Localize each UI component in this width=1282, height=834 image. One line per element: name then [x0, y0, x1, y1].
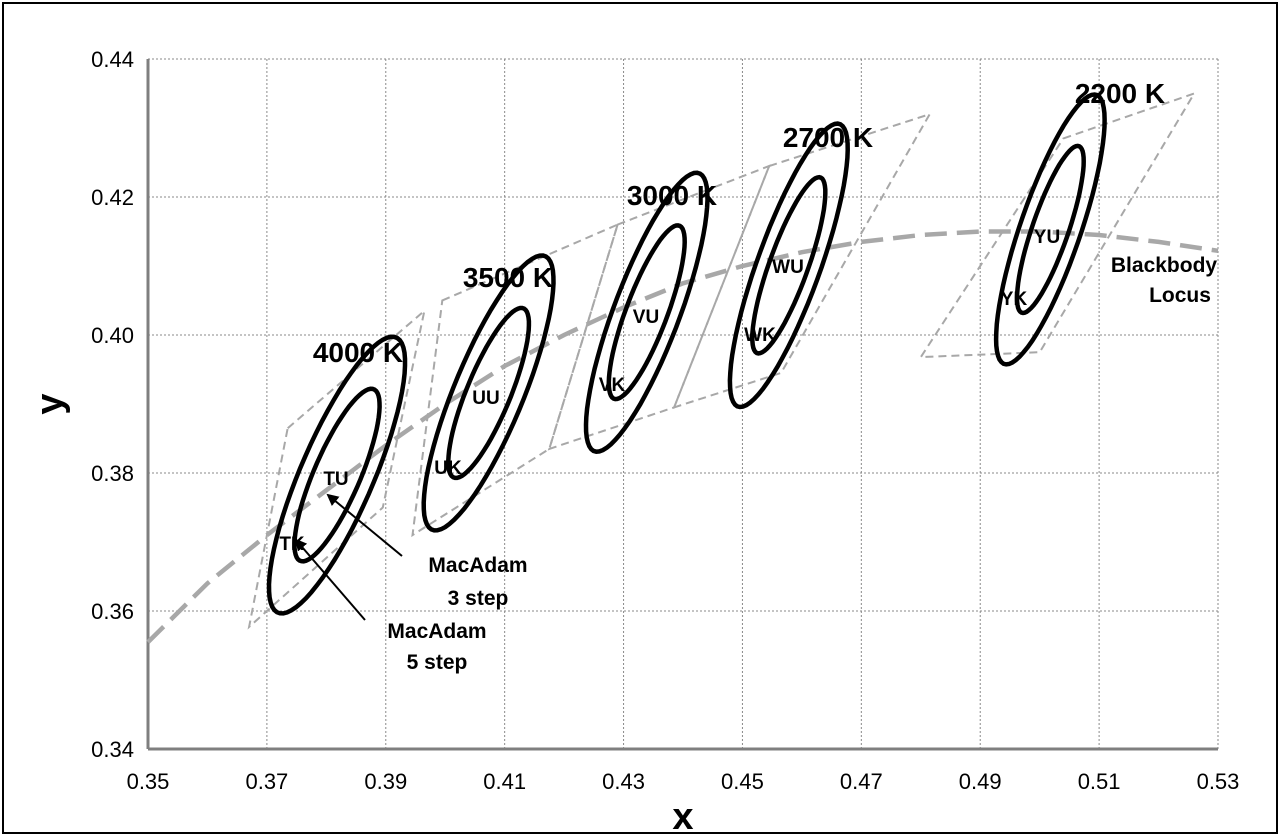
ellipse-3-step-label: VU — [633, 307, 659, 328]
axes: 0.35 0.37 0.39 0.41 0.43 0.45 0.47 0.49 0.51 0.53… — [29, 47, 1239, 834]
blackbody-locus-line — [146, 229, 1219, 644]
x-tick-label: 0.43 — [602, 769, 645, 794]
ellipse-5-step-label: UK — [434, 458, 462, 479]
macadam-3-step-ellipse — [292, 386, 382, 564]
x-axis-label: x — [672, 796, 693, 834]
macadam-3-step-ellipse — [750, 174, 828, 356]
x-tick-label: 0.45 — [721, 769, 764, 794]
blackbody-locus-label: Locus — [1149, 284, 1211, 307]
y-tick-label: 0.36 — [91, 599, 134, 624]
macadam-5-step-ellipse — [993, 92, 1107, 367]
x-tick-label: 0.41 — [483, 769, 526, 794]
macadam-5-step-arrow — [294, 538, 366, 621]
cct-label: 2700 K — [783, 122, 873, 153]
macadam-3-step-ellipse — [1014, 143, 1086, 316]
y-tick-label: 0.44 — [91, 47, 134, 72]
gridlines — [148, 58, 1219, 749]
quadrangle — [247, 308, 426, 630]
ansi-quadrangles — [247, 91, 1197, 630]
cct-label: 3500 K — [463, 262, 553, 293]
quadrangle — [411, 222, 620, 538]
macadam-5-step-label: 5 step — [407, 651, 468, 674]
y-tick-label: 0.42 — [91, 185, 134, 210]
macadam-3-step-ellipse — [446, 305, 532, 481]
macadam-5-step-ellipse — [266, 334, 408, 616]
x-tick-label: 0.47 — [840, 769, 883, 794]
x-tick-label: 0.51 — [1078, 769, 1121, 794]
ellipse-3-step-label: UU — [472, 388, 499, 409]
ellipse-3-step-label: WU — [772, 257, 804, 278]
cct-label: 2200 K — [1075, 78, 1165, 109]
ellipse-3-step-label: YU — [1034, 227, 1060, 248]
macadam-ellipses — [266, 92, 1107, 616]
blackbody-locus-label: Blackbody — [1111, 254, 1218, 277]
y-tick-label: 0.34 — [91, 737, 134, 762]
x-tick-label: 0.53 — [1197, 769, 1240, 794]
cct-label: 4000 K — [313, 337, 403, 368]
macadam-5-step-ellipse — [421, 253, 556, 533]
x-tick-label: 0.49 — [959, 769, 1002, 794]
cct-label: 3000 K — [627, 180, 717, 211]
y-tick-label: 0.38 — [91, 461, 134, 486]
macadam-3-step-arrow — [326, 493, 403, 557]
ellipse-3-step-label: TU — [323, 469, 348, 490]
ellipse-5-step-label: YK — [1001, 289, 1028, 310]
macadam-5-step-ellipse — [727, 121, 850, 410]
macadam-3-step-ellipse — [606, 223, 687, 402]
x-tick-label: 0.39 — [364, 769, 407, 794]
macadam-5-step-ellipse — [583, 170, 710, 454]
y-axis-label: y — [29, 393, 71, 414]
ellipse-5-step-label: WK — [744, 325, 776, 346]
x-tick-label: 0.35 — [127, 769, 170, 794]
macadam-3-step-label: 3 step — [448, 587, 509, 610]
blackbody-locus — [146, 229, 1219, 644]
x-tick-label: 0.37 — [245, 769, 288, 794]
macadam-5-step-label: MacAdam — [387, 620, 486, 643]
quadrangle — [672, 112, 932, 410]
macadam-3-step-label: MacAdam — [428, 554, 527, 577]
y-tick-label: 0.40 — [91, 323, 134, 348]
quadrangle — [918, 91, 1197, 359]
ellipse-5-step-label: VK — [599, 375, 626, 396]
